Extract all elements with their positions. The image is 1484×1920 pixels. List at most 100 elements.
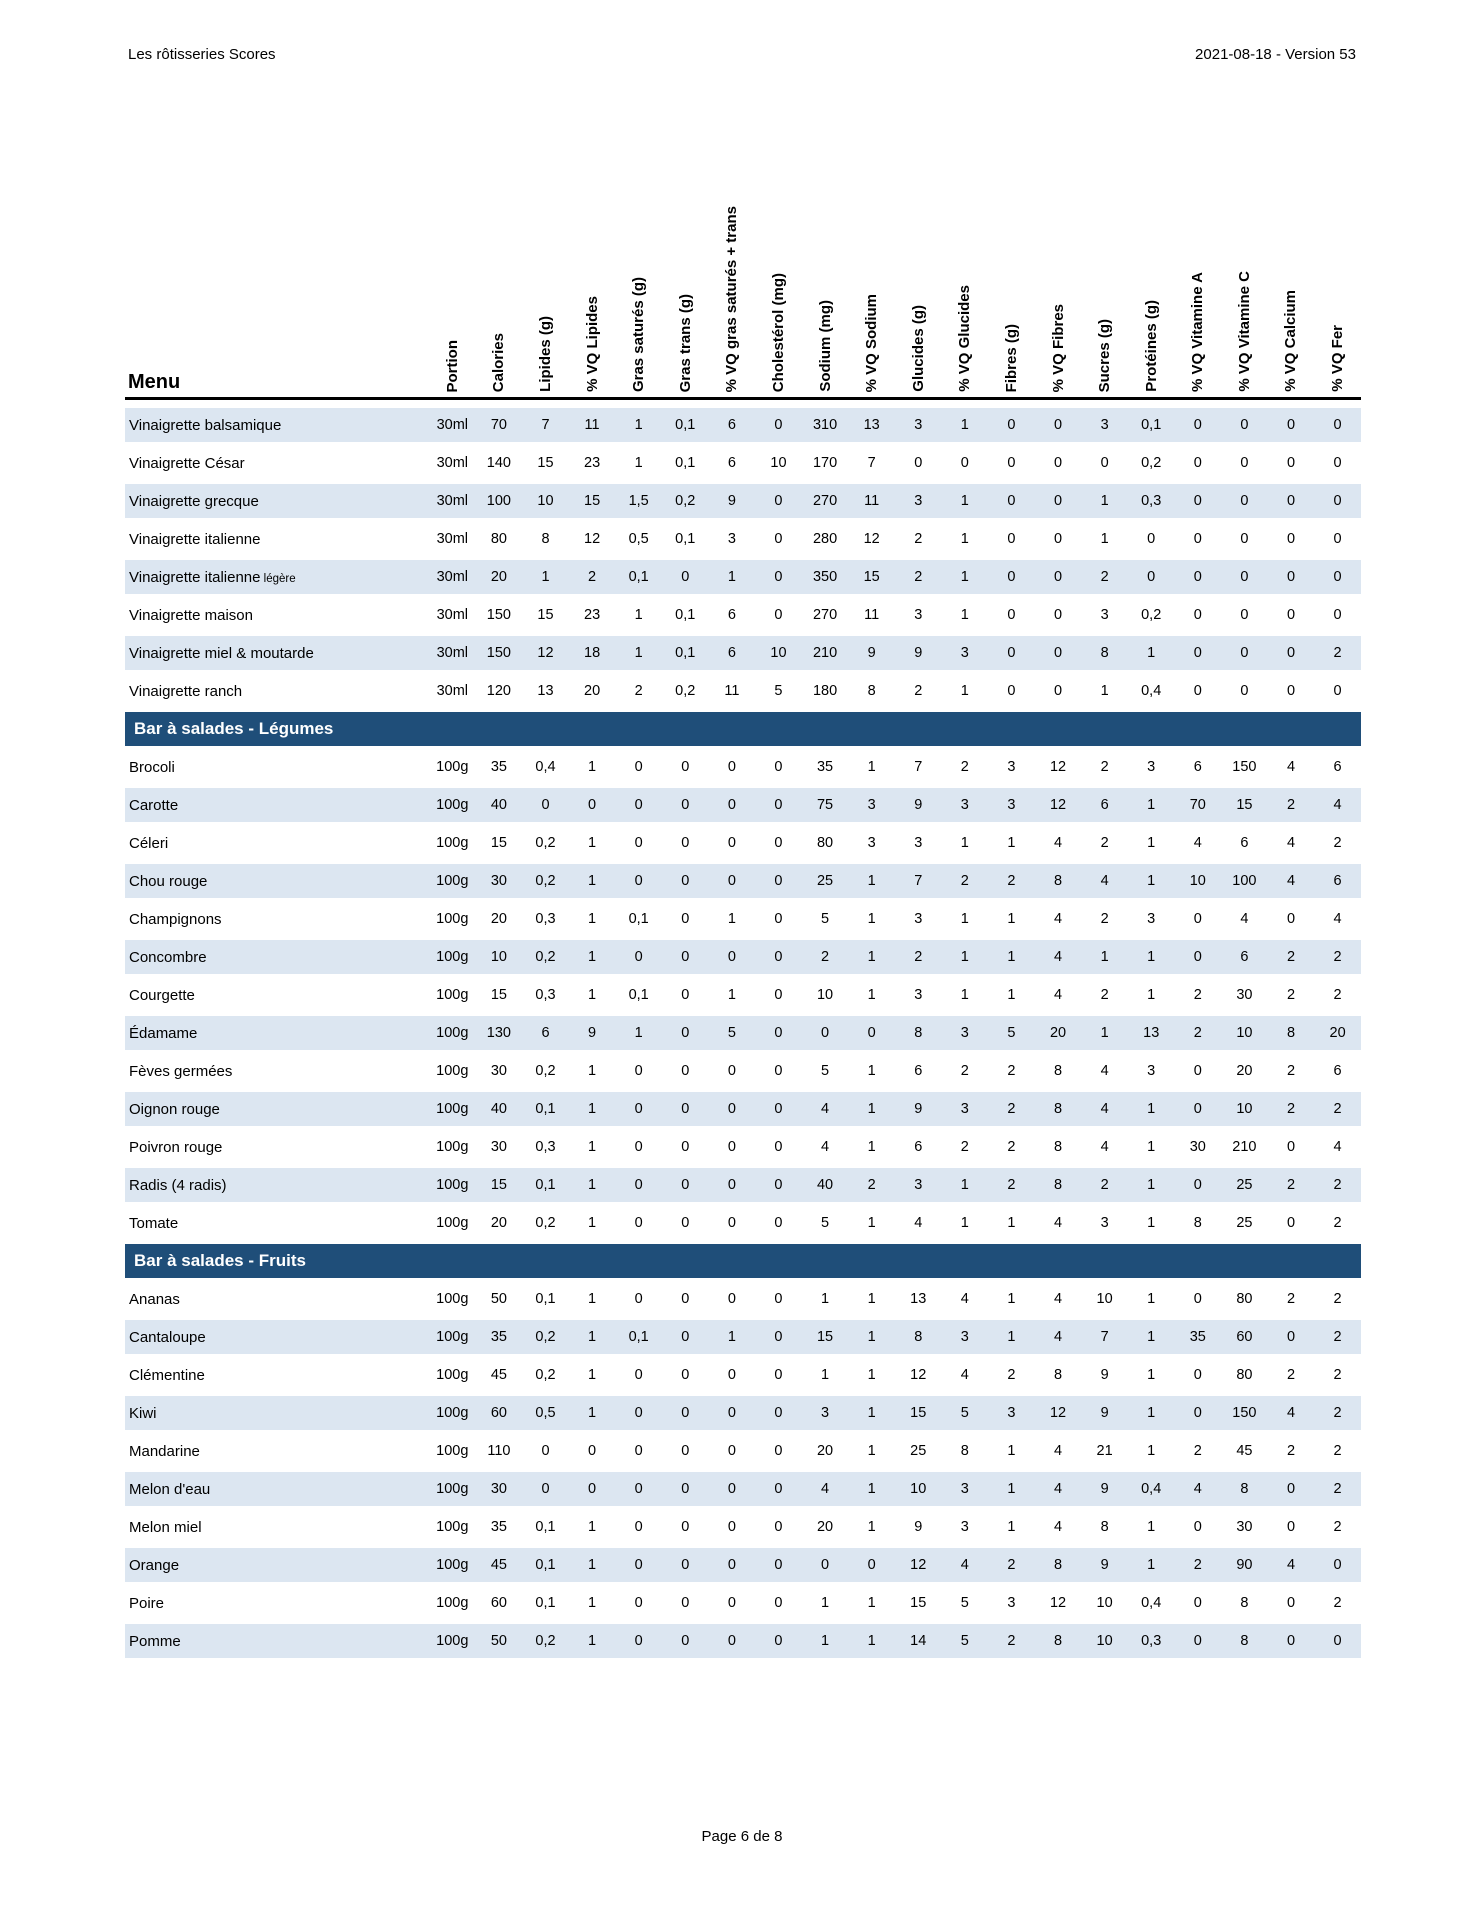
value-cell: 0 — [634, 1519, 643, 1535]
value-cell: 0 — [1286, 1329, 1296, 1345]
value-cell: 2 — [1007, 1139, 1016, 1155]
table-row: Concombre 100g 10 0,2 1 0 0 0 0 2 1 2 1 1 4 1 1 0 6 2 2 — [125, 940, 1361, 974]
value-cell: 210 — [812, 645, 838, 661]
value-cell: 10 — [1236, 1101, 1253, 1117]
column-header: % VQ gras saturés + trans — [723, 205, 741, 392]
value-cell: 0 — [727, 759, 736, 775]
table-row: Vinaigrette miel & moutarde 30ml 150 12 18 1 0… — [125, 636, 1361, 670]
value-cell: 0 — [727, 1101, 736, 1117]
value-cell: 1 — [821, 1291, 830, 1307]
column-header: Gras saturés (g) — [630, 276, 648, 392]
value-cell: 4 — [1333, 797, 1342, 813]
value-cell: 15 — [537, 455, 554, 471]
table-row: Vinaigrette italienne légère 30ml 20 1 2 0,1 0… — [125, 560, 1361, 594]
value-cell: 35 — [1189, 1329, 1206, 1345]
value-cell: 0 — [634, 835, 643, 851]
value-cell: 0 — [867, 1557, 876, 1573]
value-cell: 0,4 — [1141, 683, 1162, 699]
value-cell: 0 — [727, 1291, 736, 1307]
value-cell: 5 — [1007, 1025, 1016, 1041]
value-cell: 0 — [727, 873, 736, 889]
value-cell: 0,3 — [535, 1139, 556, 1155]
value-cell: 0 — [681, 873, 690, 889]
value-cell: 0 — [774, 607, 783, 623]
table-row: Oignon rouge 100g 40 0,1 1 0 0 0 0 4 1 9 3 2 8 4 1 0 10 2 2 — [125, 1092, 1361, 1126]
value-cell: 0 — [1007, 569, 1016, 585]
value-cell: 0 — [1053, 569, 1063, 585]
value-cell: 30ml — [436, 645, 469, 661]
value-cell: 9 — [914, 1101, 923, 1117]
value-cell: 45 — [490, 1367, 507, 1383]
column-header: % VQ Vitamine A — [1189, 271, 1207, 392]
value-cell: 0 — [681, 1215, 690, 1231]
value-cell: 50 — [490, 1291, 507, 1307]
value-cell: 11 — [864, 493, 880, 509]
value-cell: 0 — [1240, 455, 1249, 471]
section-header-label: Bar à salades - Légumes — [134, 719, 334, 738]
value-cell: 2 — [1286, 949, 1296, 965]
value-cell: 2 — [1333, 1443, 1342, 1459]
value-cell: 2 — [1007, 1633, 1016, 1649]
value-cell: 0 — [1286, 1519, 1296, 1535]
value-cell: 0 — [681, 1101, 690, 1117]
table-row: Vinaigrette maison 30ml 150 15 23 1 0,1 6 0 270 11… — [125, 598, 1361, 632]
value-cell: 0 — [1053, 607, 1063, 623]
value-cell: 0 — [634, 1291, 643, 1307]
value-cell: 7 — [867, 455, 876, 471]
value-cell: 0,1 — [628, 987, 649, 1003]
value-cell: 4 — [960, 1367, 969, 1383]
table-row: Melon miel 100g 35 0,1 1 0 0 0 0 20 1 9 3 1 4 8 1 0 30 0 2 — [125, 1510, 1361, 1544]
value-cell: 13 — [910, 1291, 927, 1307]
table-row: Kiwi 100g 60 0,5 1 0 0 0 0 3 1 15 5 3 12 9 1 0 150 4 2 — [125, 1396, 1361, 1430]
menu-item-name: Courgette — [129, 986, 195, 1004]
value-cell: 1 — [867, 1443, 876, 1459]
value-cell: 0 — [774, 1025, 783, 1041]
value-cell: 18 — [584, 645, 601, 661]
menu-item-name: Radis (4 radis) — [129, 1176, 227, 1194]
table-row: Poire 100g 60 0,1 1 0 0 0 0 1 1 15 5 3 12 10 0,4 0 8 0 2 — [125, 1586, 1361, 1620]
value-cell: 120 — [486, 683, 511, 699]
value-cell: 1 — [1147, 1291, 1156, 1307]
value-cell: 0 — [1193, 1405, 1202, 1421]
value-cell: 100g — [436, 835, 469, 851]
value-cell: 0 — [1007, 683, 1016, 699]
value-cell: 1 — [867, 911, 876, 927]
menu-item-name: Tomate — [129, 1214, 179, 1232]
value-cell: 0 — [1240, 683, 1249, 699]
value-cell: 1 — [727, 569, 736, 585]
value-cell: 12 — [910, 1367, 927, 1383]
value-cell: 9 — [1100, 1557, 1109, 1573]
column-header: Lipides (g) — [536, 316, 554, 392]
value-cell: 3 — [960, 797, 969, 813]
value-cell: 4 — [821, 1481, 830, 1497]
nutrition-table: Menu Portion Calories Lipides (g) % VQ Lipi… — [125, 138, 1361, 1662]
value-cell: 0 — [774, 1519, 783, 1535]
value-cell: 2 — [1286, 987, 1296, 1003]
value-cell: 2 — [1100, 911, 1109, 927]
value-cell: 0 — [1286, 455, 1296, 471]
value-cell: 0 — [1240, 607, 1249, 623]
value-cell: 15 — [816, 1329, 834, 1345]
menu-item-name: Vinaigrette ranch — [129, 682, 243, 700]
value-cell: 0 — [681, 1405, 690, 1421]
menu-item-name: Poivron rouge — [129, 1138, 223, 1156]
value-cell: 0 — [681, 1443, 690, 1459]
value-cell: 30ml — [436, 569, 469, 585]
value-cell: 8 — [914, 1329, 923, 1345]
value-cell: 12 — [1049, 1405, 1067, 1421]
value-cell: 0,1 — [535, 1557, 556, 1573]
value-cell: 2 — [588, 569, 597, 585]
value-cell: 0 — [1147, 569, 1156, 585]
value-cell: 0 — [681, 1367, 690, 1383]
value-cell: 0 — [681, 569, 690, 585]
value-cell: 15 — [910, 1595, 927, 1611]
value-cell: 280 — [812, 531, 838, 547]
value-cell: 80 — [490, 531, 507, 547]
table-body: Vinaigrette balsamique 30ml 70 7 11 1 0,1 6 0 310… — [125, 400, 1361, 1658]
value-cell: 3 — [960, 1101, 969, 1117]
value-cell: 10 — [1236, 1025, 1253, 1041]
column-header: % VQ Lipides — [583, 296, 601, 392]
value-cell: 1 — [960, 417, 969, 433]
value-cell: 20 — [1236, 1063, 1253, 1079]
value-cell: 0 — [634, 1063, 643, 1079]
